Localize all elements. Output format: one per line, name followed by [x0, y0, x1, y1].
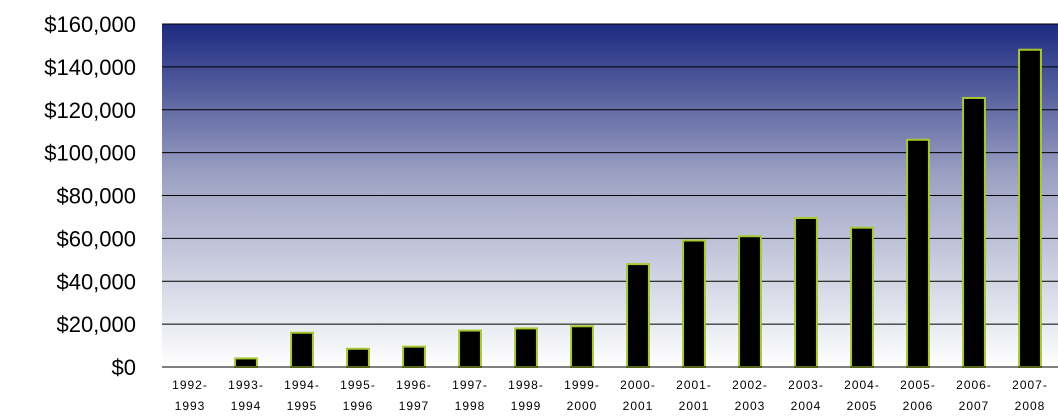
- y-tick-label: $140,000: [44, 55, 136, 80]
- y-tick-label: $20,000: [56, 312, 136, 337]
- bar: [234, 357, 258, 368]
- x-tick-label-line2: 1995: [287, 399, 318, 413]
- x-tick-label-line2: 1993: [175, 399, 206, 413]
- bar: [626, 263, 650, 369]
- x-tick-label-line1: 2006-: [956, 378, 992, 392]
- bar: [458, 329, 482, 368]
- bar: [290, 331, 314, 369]
- x-tick-label-line2: 2003: [735, 399, 766, 413]
- y-axis-tick-labels: $0 $20,000 $40,000 $60,000 $80,000 $100,000 $1…: [44, 12, 136, 380]
- y-tick-label: $60,000: [56, 226, 136, 251]
- x-tick-label-line2: 2006: [903, 399, 934, 413]
- bar: [850, 226, 874, 368]
- x-tick-label-line1: 2007-: [1012, 378, 1048, 392]
- x-tick-label-line2: 1997: [399, 399, 430, 413]
- x-tick-label-line1: 2005-: [900, 378, 936, 392]
- x-tick-label-line1: 1999-: [564, 378, 600, 392]
- y-tick-label: $80,000: [56, 184, 136, 209]
- bar: [1018, 48, 1042, 368]
- bar: [738, 235, 762, 368]
- x-tick-label-line2: 1999: [511, 399, 542, 413]
- x-tick-label-line1: 2003-: [788, 378, 824, 392]
- bar: [570, 325, 594, 368]
- y-tick-label: $40,000: [56, 269, 136, 294]
- bar: [346, 347, 370, 369]
- bar: [682, 239, 706, 368]
- bar: [794, 217, 818, 368]
- bar: [402, 345, 426, 368]
- x-tick-label-line2: 2007: [959, 399, 990, 413]
- x-tick-label-line2: 2008: [1015, 399, 1046, 413]
- bar: [514, 327, 538, 369]
- x-tick-label-line2: 2005: [847, 399, 878, 413]
- x-tick-label-line1: 2001-: [676, 378, 712, 392]
- x-tick-label-line1: 2000-: [620, 378, 656, 392]
- x-tick-label-line1: 2004-: [844, 378, 880, 392]
- bar: [962, 96, 986, 368]
- x-tick-label-line1: 1998-: [508, 378, 544, 392]
- bars: [234, 48, 1042, 369]
- x-tick-label-line1: 1997-: [452, 378, 488, 392]
- x-tick-label-line1: 1995-: [340, 378, 376, 392]
- x-tick-label-line2: 1994: [231, 399, 262, 413]
- y-tick-label: $160,000: [44, 12, 136, 37]
- y-tick-label: $100,000: [44, 141, 136, 166]
- x-tick-label-line1: 1994-: [284, 378, 320, 392]
- bar: [906, 138, 930, 368]
- x-tick-label-line2: 1998: [455, 399, 486, 413]
- y-tick-label: $120,000: [44, 98, 136, 123]
- x-tick-label-line1: 1996-: [396, 378, 432, 392]
- x-tick-label-line2: 2001: [679, 399, 710, 413]
- x-tick-label-line1: 2002-: [732, 378, 768, 392]
- x-tick-label-line2: 1996: [343, 399, 374, 413]
- y-tick-label: $0: [112, 355, 136, 380]
- x-axis-tick-labels: 1992- 1993 1993- 1994 1994- 1995 1995- 1996 1996…: [172, 378, 1048, 413]
- x-tick-label-line2: 2004: [791, 399, 822, 413]
- x-tick-label-line1: 1993-: [228, 378, 264, 392]
- x-tick-label-line2: 2000: [567, 399, 598, 413]
- x-tick-label-line2: 2001: [623, 399, 654, 413]
- gridlines: [162, 23, 1058, 325]
- x-tick-label-line1: 1992-: [172, 378, 208, 392]
